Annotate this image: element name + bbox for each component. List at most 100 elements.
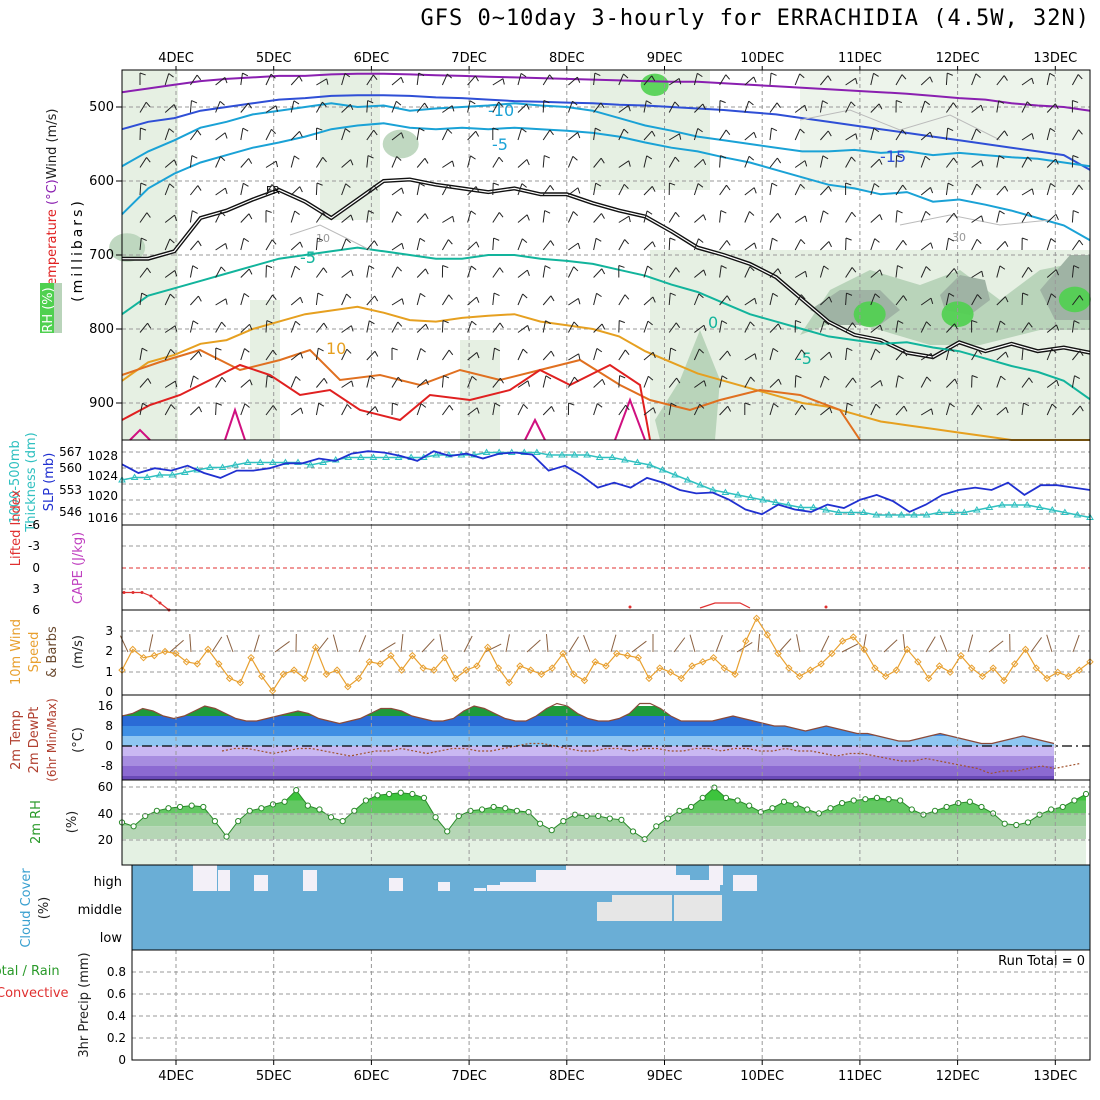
wind-barb — [694, 269, 705, 278]
y-tick-label: 800 — [89, 322, 114, 337]
wind-barb — [845, 377, 854, 388]
wind-barb — [249, 379, 253, 386]
wind-barb — [753, 76, 757, 83]
wind10-barb — [169, 639, 184, 653]
wind-barb — [521, 128, 527, 133]
wind-barb — [372, 74, 378, 80]
wind-barb — [719, 320, 723, 333]
wind-barb — [1021, 77, 1033, 86]
wind-barb — [694, 214, 704, 223]
thickness-marker — [1048, 506, 1057, 513]
x-tick-label-bottom: 6DEC — [354, 1069, 390, 1084]
wind-barb — [668, 348, 672, 361]
wind-barb — [290, 155, 295, 168]
thickness-marker — [935, 508, 944, 515]
rh2m-marker — [397, 789, 404, 796]
thickness-marker — [130, 473, 139, 480]
wind-barb — [930, 408, 934, 415]
wind-barb — [804, 271, 808, 278]
wind-barb — [317, 237, 324, 241]
rh2m-marker — [746, 802, 753, 809]
wind-barb — [744, 187, 755, 196]
wind-barb — [693, 238, 699, 251]
wind-barb — [946, 212, 955, 223]
wind-barb — [870, 158, 880, 168]
wind-barb — [674, 101, 680, 107]
wind-barb — [568, 132, 579, 141]
contour-label: -15 — [880, 147, 906, 166]
wind-barb — [1004, 185, 1009, 192]
wind-barb — [1072, 405, 1081, 416]
wind-barb — [1071, 239, 1080, 251]
wind-barb — [275, 105, 278, 112]
wind10-marker — [1011, 660, 1019, 668]
cloud-high-block — [709, 865, 723, 885]
rh2m-marker — [269, 801, 277, 808]
wind-barb — [795, 375, 802, 379]
wind-barb — [225, 298, 228, 305]
rh2m-marker — [873, 794, 881, 802]
wind-barb — [753, 187, 757, 194]
thickness-marker — [545, 451, 554, 458]
wind-barb — [441, 73, 448, 86]
wind-barb — [827, 130, 832, 137]
wind-barb — [719, 155, 721, 168]
rh2m-marker — [525, 808, 532, 816]
wind-barb — [846, 347, 853, 352]
wind-barb — [652, 352, 656, 359]
wind-barb — [316, 377, 325, 388]
wind-barb — [316, 78, 327, 86]
wind-barb — [494, 347, 501, 352]
rh2m-marker — [362, 797, 370, 804]
wind-barb — [820, 296, 830, 306]
wind-barb — [769, 183, 773, 196]
wind-barb — [198, 406, 203, 413]
rh2m-tick-label: 60 — [98, 780, 113, 794]
wind10-marker — [365, 658, 374, 666]
wind-barb — [897, 320, 904, 324]
wind-barb — [366, 265, 370, 278]
wind-barb — [1049, 127, 1056, 133]
wind10-marker — [301, 674, 309, 683]
wind-barb — [897, 265, 904, 269]
wind-barb — [794, 160, 806, 168]
wind10-marker — [795, 672, 804, 681]
wind-barb — [694, 380, 705, 388]
wind-barb — [920, 131, 931, 141]
wind-barb — [804, 160, 808, 167]
wind-barb — [593, 73, 596, 86]
slp-tick-label: 1020 — [87, 489, 118, 503]
rh2m-marker — [629, 828, 637, 835]
wind-barb — [341, 159, 351, 168]
wind-barb — [469, 100, 476, 105]
lifted-index-line — [124, 591, 170, 611]
wind-barb — [493, 237, 500, 241]
wind-barb — [777, 268, 782, 275]
precip-tick-label: 0.4 — [107, 1009, 126, 1023]
wind-barb — [895, 375, 899, 388]
rh2m-marker — [1082, 790, 1090, 798]
wind-barb — [368, 210, 375, 214]
wind-barb — [341, 238, 347, 251]
wind-barb — [1022, 292, 1029, 296]
rh2m-marker — [351, 807, 358, 814]
wind-barb — [568, 187, 579, 196]
wind-barb — [517, 380, 529, 388]
wind-barb — [271, 184, 277, 190]
wind-barb — [819, 376, 825, 388]
precip-tick-label: 0 — [118, 1053, 126, 1067]
rh2m-marker — [188, 802, 195, 809]
wind-barb — [290, 352, 301, 361]
wind-barb — [266, 265, 273, 269]
wind10-marker — [311, 643, 320, 652]
wind-barb — [416, 128, 420, 141]
wind-barb — [670, 292, 676, 296]
wind-barb — [819, 155, 824, 168]
wind-barb — [544, 265, 551, 269]
wind-barb — [522, 348, 528, 354]
wind10-marker — [268, 687, 277, 695]
wind-barb — [822, 100, 828, 105]
wind-barb — [668, 377, 677, 388]
wind-barb — [492, 237, 495, 251]
wind-barb — [948, 292, 955, 297]
